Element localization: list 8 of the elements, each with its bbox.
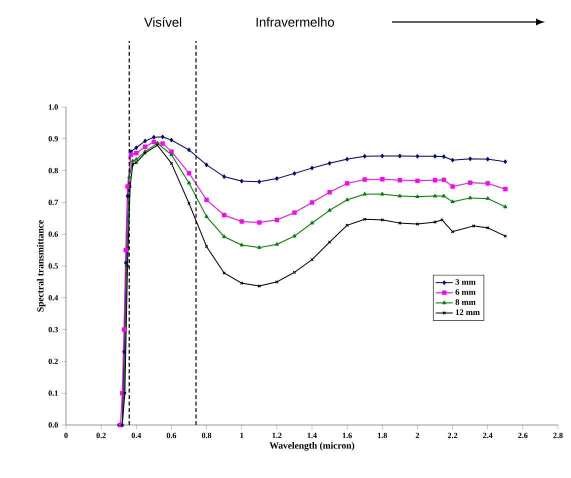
text: Infravermelho — [256, 17, 334, 27]
y-axis-title: Spectral transmittance — [36, 220, 46, 312]
legend-label: 12 mm — [456, 309, 480, 316]
legend-label: 6 mm — [456, 289, 476, 295]
legend-label: 8 mm — [456, 299, 476, 305]
text: Visível — [144, 17, 182, 27]
legend-label: 3 mm — [456, 279, 476, 285]
x-axis-title: Wavelength (micron) — [270, 442, 354, 451]
